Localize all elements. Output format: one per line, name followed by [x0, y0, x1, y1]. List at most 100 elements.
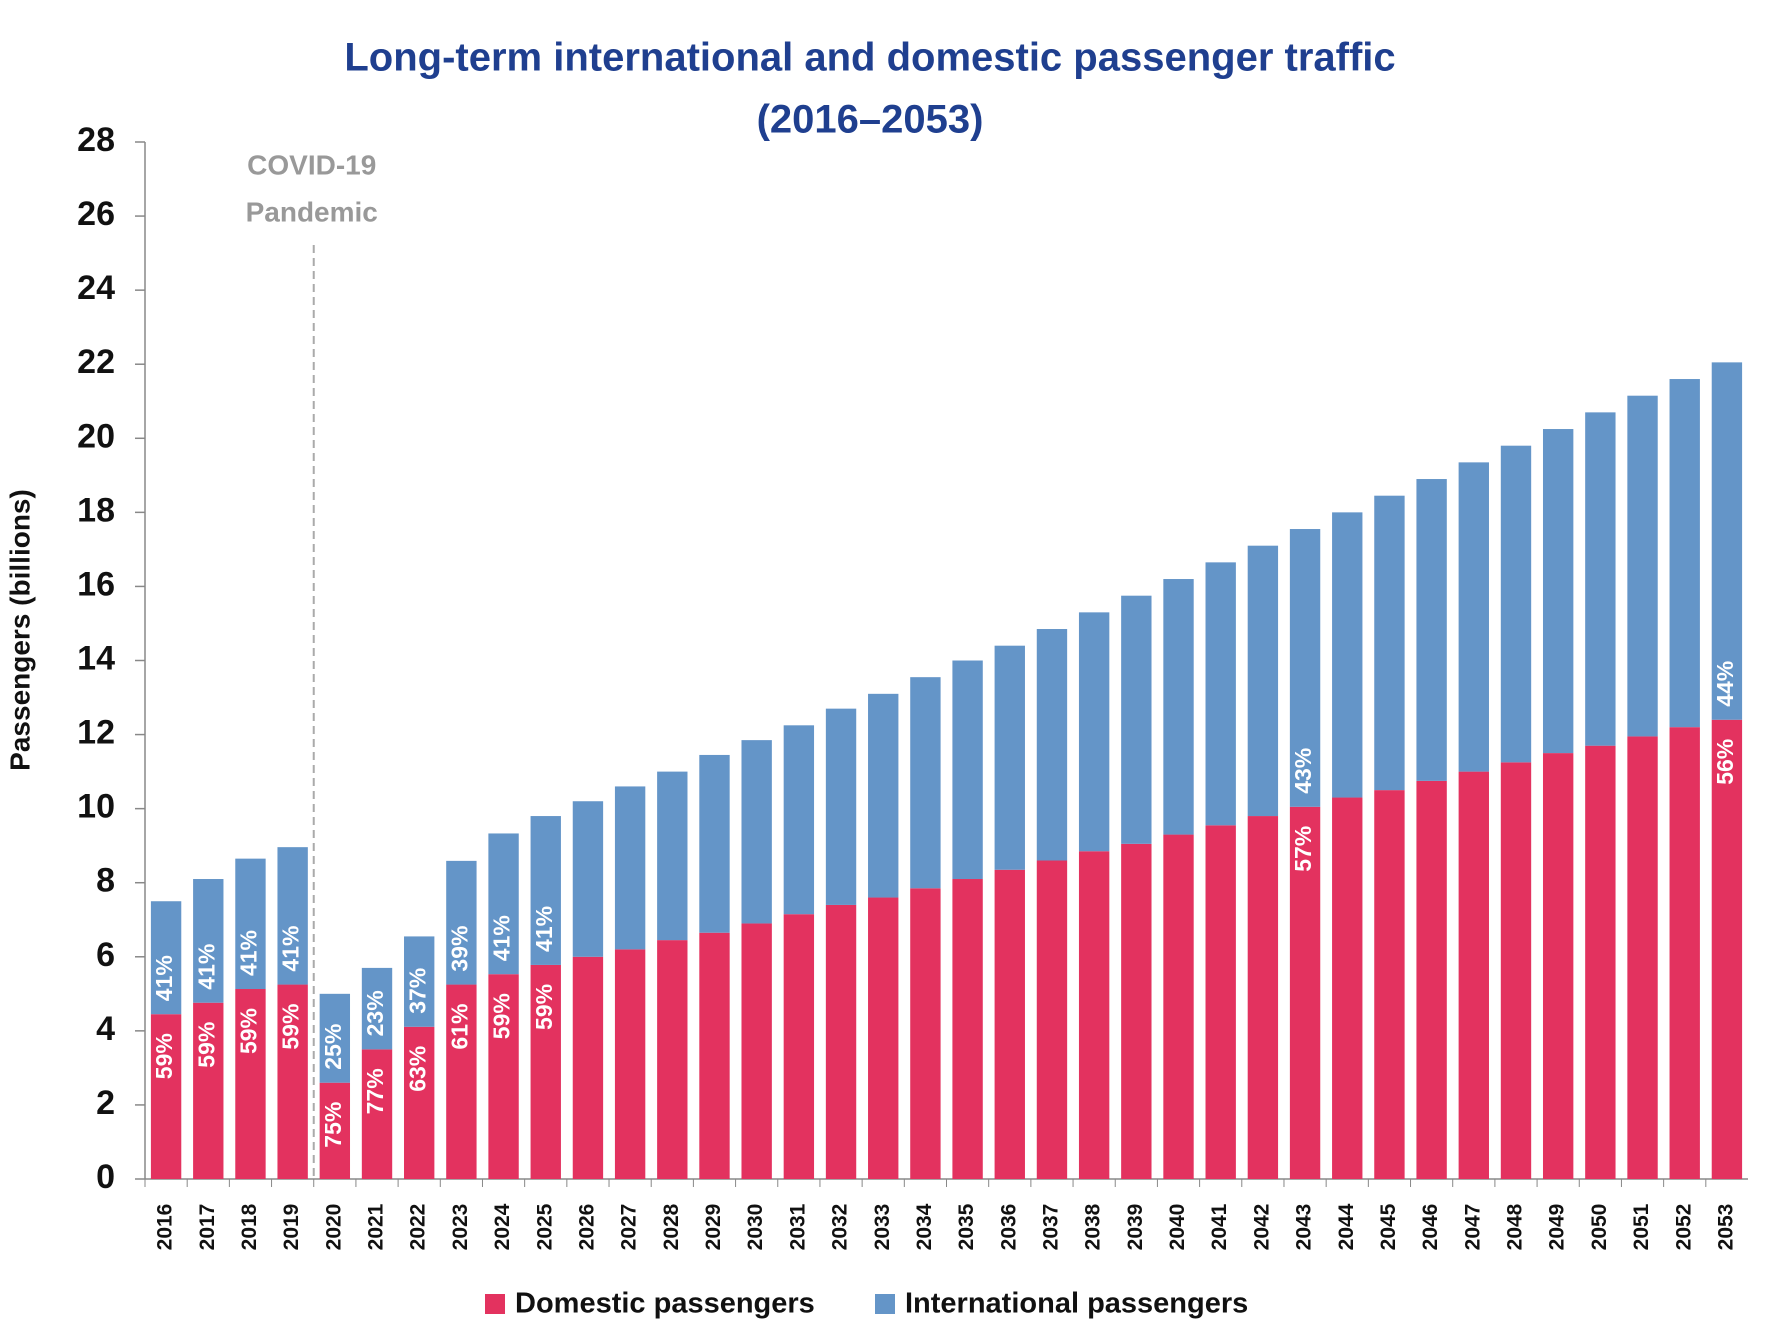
x-tick-label: 2021 [365, 1203, 388, 1250]
bar-segment [614, 786, 646, 950]
bar-segment [319, 993, 351, 1083]
bar-segment [1500, 445, 1532, 763]
bar-segment [1416, 479, 1447, 781]
share-label: 37% [404, 968, 430, 1014]
y-tick-label: 12 [77, 714, 115, 752]
share-label: 41% [489, 915, 515, 961]
bar-segment [1458, 771, 1489, 1179]
x-tick-label: 2017 [196, 1204, 219, 1251]
y-tick-label: 2 [96, 1084, 115, 1122]
bar-segment [952, 660, 983, 880]
bar-segment [825, 904, 857, 1179]
bar-segment [1036, 860, 1068, 1179]
y-tick-label: 0 [96, 1158, 115, 1196]
bar-segment [994, 645, 1025, 870]
x-tick-label: 2049 [1546, 1204, 1569, 1251]
bar-segment [1078, 612, 1110, 852]
bar-segment [1121, 595, 1152, 844]
bar-segment [1247, 816, 1279, 1179]
x-tick-label: 2033 [871, 1204, 894, 1251]
bar-segment [657, 771, 688, 941]
x-tick-label: 2027 [618, 1204, 641, 1251]
y-tick-label: 6 [96, 936, 115, 974]
bar-segment [446, 860, 477, 985]
bar-segment [1711, 719, 1743, 1179]
x-tick-label: 2045 [1377, 1203, 1400, 1250]
bar-segment [1458, 462, 1489, 772]
annotation-text: COVID-19 [247, 149, 376, 180]
y-tick-label: 4 [96, 1010, 115, 1048]
legend-swatch [485, 1294, 505, 1314]
x-tick-label: 2039 [1124, 1204, 1147, 1251]
chart-title: Long-term international and domestic pas… [344, 36, 1395, 80]
bar-segment [1416, 780, 1447, 1179]
share-label: 41% [236, 930, 262, 976]
x-tick-label: 2029 [702, 1204, 725, 1251]
share-label: 57% [1290, 826, 1316, 872]
bar-segment [1500, 762, 1532, 1179]
x-tick-label: 2020 [322, 1204, 345, 1251]
bar-segment [1669, 379, 1700, 728]
bar-segment [614, 949, 646, 1179]
share-label: 63% [404, 1046, 430, 1092]
legend-swatch [875, 1294, 895, 1314]
bar-segment [657, 940, 688, 1179]
share-label: 59% [151, 1033, 177, 1079]
bar-segment [193, 879, 224, 1003]
bar-segment [1627, 395, 1658, 737]
bar-segment [488, 974, 519, 1179]
x-tick-label: 2051 [1630, 1203, 1653, 1250]
share-label: 59% [531, 984, 557, 1030]
share-label: 59% [236, 1008, 262, 1054]
bar-segment [150, 1014, 182, 1179]
y-tick-label: 8 [96, 862, 115, 900]
share-label: 23% [362, 990, 388, 1036]
bar-segment [446, 984, 477, 1179]
x-tick-label: 2024 [491, 1203, 514, 1250]
y-tick-label: 22 [77, 343, 115, 381]
bar-segment [235, 989, 266, 1179]
share-label: 41% [531, 906, 557, 952]
bar-segment [1332, 797, 1363, 1179]
x-tick-label: 2034 [913, 1203, 936, 1250]
share-label: 59% [489, 993, 515, 1039]
bar-segment [952, 879, 983, 1179]
x-tick-label: 2052 [1672, 1204, 1695, 1251]
x-tick-label: 2037 [1040, 1204, 1063, 1251]
x-tick-label: 2053 [1714, 1204, 1737, 1251]
x-tick-label: 2038 [1082, 1203, 1105, 1250]
x-tick-label: 2031 [786, 1203, 809, 1250]
y-axis-label: Passengers (billions) [4, 489, 35, 771]
x-tick-label: 2048 [1504, 1203, 1527, 1250]
bar-segment [150, 901, 182, 1015]
chart-subtitle: (2016–2053) [757, 98, 984, 142]
bar-segment [404, 1026, 435, 1179]
y-tick-label: 24 [77, 269, 115, 307]
share-label: 61% [446, 1004, 472, 1050]
y-tick-label: 20 [77, 417, 115, 455]
bar-segment [910, 677, 941, 889]
bar-segment [572, 801, 604, 957]
share-label: 44% [1712, 661, 1738, 707]
x-tick-label: 2050 [1588, 1204, 1611, 1251]
y-tick-label: 10 [77, 788, 115, 826]
bar-segment [1669, 727, 1700, 1179]
share-label: 39% [446, 926, 472, 972]
x-tick-label: 2030 [744, 1204, 767, 1251]
x-tick-label: 2028 [660, 1203, 683, 1250]
bar-segment [1332, 512, 1363, 798]
share-label: 25% [320, 1024, 346, 1070]
y-tick-label: 28 [77, 121, 115, 159]
x-tick-label: 2016 [154, 1204, 177, 1251]
bar-segment [741, 740, 772, 924]
bar-segment [741, 923, 772, 1179]
annotation-text: Pandemic [246, 196, 378, 227]
x-tick-label: 2022 [407, 1204, 430, 1251]
bar-segment [783, 914, 815, 1179]
x-tick-label: 2042 [1250, 1204, 1273, 1251]
bar-segment [825, 708, 857, 905]
x-tick-label: 2025 [533, 1203, 556, 1250]
bar-segment [1711, 362, 1743, 720]
share-label: 56% [1712, 739, 1738, 785]
